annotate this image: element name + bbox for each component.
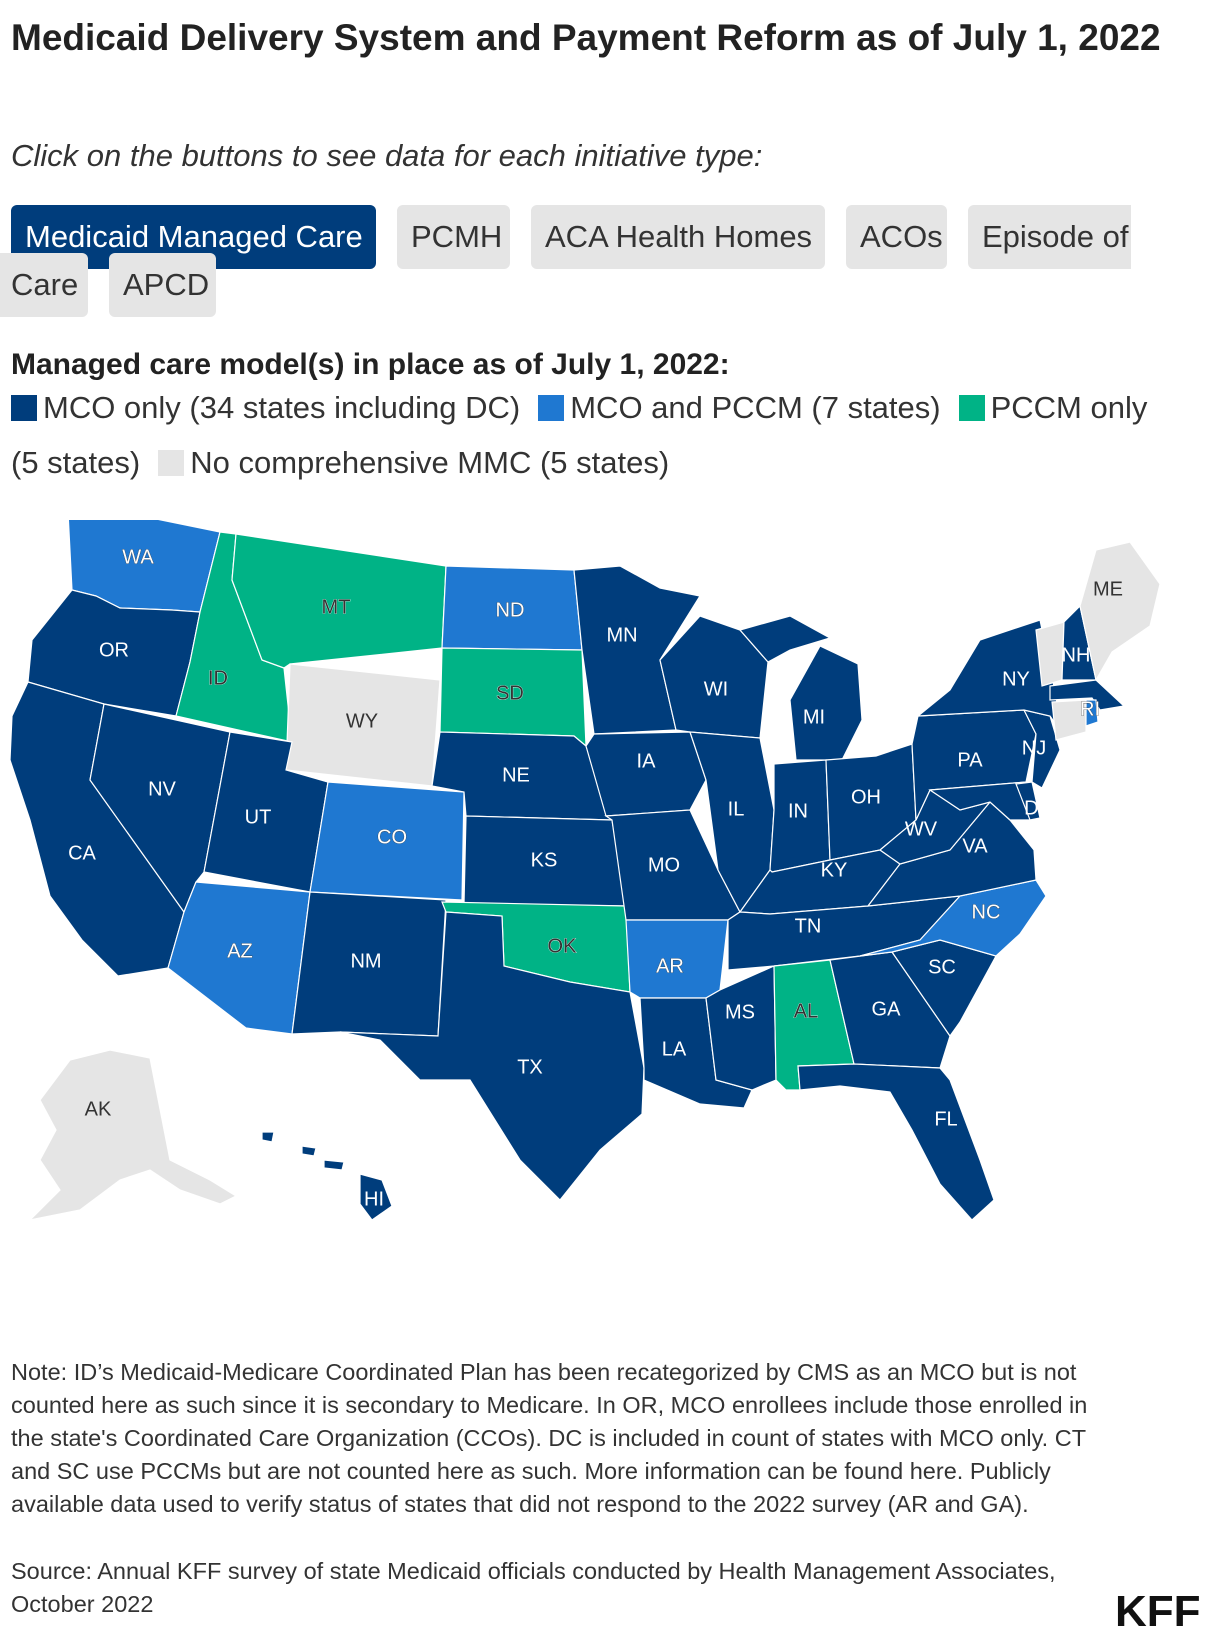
legend-item-pccm[interactable]: PCCM only — [958, 390, 1148, 425]
state-ri[interactable] — [1085, 699, 1099, 727]
chart-title: Medicaid Delivery System and Payment Ref… — [11, 17, 1161, 58]
state-label-ne: NE — [502, 764, 530, 786]
state-label-ut: UT — [245, 806, 272, 828]
state-fl[interactable] — [797, 1063, 995, 1221]
state-label-mo: MO — [648, 854, 680, 876]
button-pcmh[interactable]: PCMH — [397, 205, 510, 269]
state-label-mt: MT — [322, 596, 351, 618]
state-ma[interactable] — [1049, 679, 1126, 711]
state-label-ny: NY — [1002, 668, 1030, 690]
state-mi[interactable] — [789, 645, 863, 761]
legend-label-none: No comprehensive MMC (5 states) — [190, 445, 670, 480]
button-apcd[interactable]: APCD — [109, 253, 216, 317]
state-label-wi: WI — [704, 678, 728, 700]
state-labels: WA OR CA ID NV MT WY UT AZ CO NM ND SD NE KS OK TX MN IA MO… — [68, 546, 1123, 1210]
legend-label-mco: MCO only (34 states including DC) — [43, 390, 521, 425]
legend-label-mco-pccm: MCO and PCCM (7 states) — [570, 390, 941, 425]
state-label-nm: NM — [350, 950, 381, 972]
state-label-ms: MS — [725, 1001, 755, 1023]
state-label-or: OR — [99, 639, 129, 661]
state-label-id: ID — [208, 667, 228, 689]
state-label-tx: TX — [517, 1056, 543, 1078]
button-aca-health-homes[interactable]: ACA Health Homes — [531, 205, 825, 269]
state-label-nv: NV — [148, 778, 176, 800]
state-label-va: VA — [962, 835, 988, 857]
state-label-ar: AR — [656, 955, 684, 977]
state-ct[interactable] — [1051, 699, 1087, 741]
state-label-in: IN — [788, 800, 808, 822]
legend-swatch-pccm — [958, 395, 985, 421]
state-label-pa: PA — [957, 749, 983, 771]
state-co[interactable] — [309, 781, 465, 901]
state-label-sc: SC — [928, 956, 956, 978]
legend-item-mco[interactable]: MCO only (34 states including DC) — [11, 390, 520, 425]
state-md[interactable] — [928, 781, 1031, 821]
state-ak[interactable] — [28, 1049, 238, 1221]
state-label-nj: NJ — [1022, 737, 1046, 759]
state-hi[interactable] — [359, 1173, 393, 1221]
state-nc[interactable] — [859, 879, 1047, 957]
state-label-nd: ND — [496, 599, 525, 621]
state-label-ky: KY — [821, 859, 848, 881]
button-episode-of-care-cont[interactable]: Care — [0, 253, 88, 317]
kff-logo: KFF — [1115, 1587, 1201, 1636]
state-label-nh: NH — [1062, 644, 1091, 666]
state-label-wa: WA — [122, 546, 154, 568]
state-label-wy: WY — [346, 710, 378, 732]
state-label-ak: AK — [85, 1098, 112, 1120]
legend-swatch-mco-pccm — [538, 395, 565, 421]
legend-item-none[interactable]: No comprehensive MMC (5 states) — [158, 445, 669, 480]
us-states-map: WA OR CA ID NV MT WY UT AZ CO NM ND SD NE KS OK TX MN IA MO… — [9, 520, 1161, 1221]
chart-subtitle: Click on the buttons to see data for eac… — [11, 138, 763, 173]
state-label-hi: HI — [364, 1188, 384, 1210]
button-acos[interactable]: ACOs — [846, 205, 947, 269]
state-label-wv: WV — [905, 818, 938, 840]
state-label-il: IL — [728, 798, 745, 820]
state-me[interactable] — [1079, 541, 1161, 682]
state-ia[interactable] — [585, 731, 707, 817]
state-label-me: ME — [1093, 578, 1123, 600]
state-label-mn: MN — [606, 624, 637, 646]
chart-note: Note: ID’s Medicaid-Medicare Coordinated… — [11, 1359, 1088, 1517]
state-label-ga: GA — [872, 998, 902, 1020]
state-hi-isles[interactable] — [261, 1131, 345, 1171]
legend-item-mco-pccm[interactable]: MCO and PCCM (7 states) — [538, 390, 941, 425]
state-de[interactable] — [1015, 781, 1041, 821]
state-mi-upper[interactable] — [738, 615, 832, 663]
state-label-la: LA — [662, 1038, 687, 1060]
button-episode-of-care[interactable]: Episode of — [968, 205, 1131, 269]
state-label-al: AL — [794, 1000, 818, 1022]
state-wi[interactable] — [659, 615, 769, 739]
state-label-ok: OK — [548, 935, 578, 957]
legend-swatch-none — [158, 450, 185, 476]
state-label-ks: KS — [531, 849, 558, 871]
state-tx[interactable] — [339, 911, 645, 1201]
state-label-az: AZ — [227, 940, 253, 962]
state-label-de: DE — [1024, 797, 1052, 819]
state-label-ri: RI — [1080, 698, 1100, 720]
legend-swatch-mco — [11, 395, 37, 421]
state-label-oh: OH — [851, 786, 881, 808]
state-label-ca: CA — [68, 842, 96, 864]
legend-title: Managed care model(s) in place as of Jul… — [11, 348, 730, 381]
state-label-fl: FL — [934, 1108, 957, 1130]
state-label-co: CO — [377, 826, 407, 848]
legend-row-1: MCO only (34 states including DC) MCO and… — [11, 388, 1147, 428]
legend-label-pccm: PCCM only — [990, 390, 1148, 425]
state-label-nc: NC — [972, 901, 1001, 923]
state-label-mi: MI — [803, 706, 825, 728]
legend-label-pccm-cont: (5 states) — [11, 445, 141, 480]
state-label-sd: SD — [496, 682, 524, 704]
state-label-tn: TN — [795, 915, 822, 937]
legend-row-2: (5 states) No comprehensive MMC (5 states… — [11, 443, 669, 483]
chart-source: Source: Annual KFF survey of state Medic… — [11, 1558, 1056, 1617]
state-label-ia: IA — [637, 750, 657, 772]
